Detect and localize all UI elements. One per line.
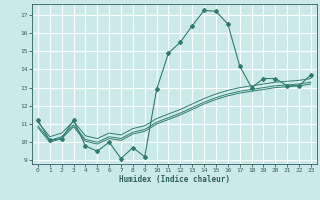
X-axis label: Humidex (Indice chaleur): Humidex (Indice chaleur) [119,175,230,184]
